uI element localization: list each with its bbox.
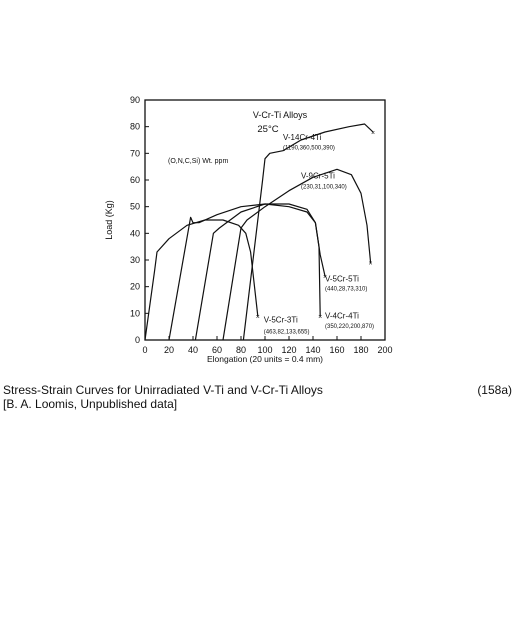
y-tick-label: 0	[135, 335, 140, 345]
x-tick-label: 180	[353, 345, 368, 355]
y-tick-label: 20	[130, 282, 140, 292]
x-tick-label: 160	[329, 345, 344, 355]
series-composition-v-9cr-5ti: (230,31,100,340)	[301, 185, 347, 191]
y-tick-label: 40	[130, 228, 140, 238]
x-axis-label: Elongation (20 units = 0.4 mm)	[207, 354, 323, 364]
stress-strain-chart: 0 20 40 60 80 100 120 140 160 180 200 0 10 20 30 40 50 60…	[104, 95, 393, 364]
curve-v-14cr-4ti	[242, 123, 374, 341]
series-composition-v-5cr-3ti: (463,82,133,655)	[264, 329, 310, 335]
y-tick-label: 60	[130, 175, 140, 185]
x-tick-label: 80	[236, 345, 246, 355]
series-composition-v-4cr-4ti: (350,220,200,870)	[325, 324, 374, 330]
x-tick-label: 40	[188, 345, 198, 355]
figure-source: [B. A. Loomis, Unpublished data]	[3, 397, 178, 411]
series-label-v-5cr-3ti: V-5Cr-3Ti	[264, 316, 298, 325]
series-label-v-9cr-5ti: V-9Cr-5Ti	[301, 172, 335, 181]
x-tick-label: 140	[305, 345, 320, 355]
y-tick-label: 10	[130, 308, 140, 318]
x-tick-label: 100	[257, 345, 272, 355]
x-tick-label: 60	[212, 345, 222, 355]
x-tick-label: 120	[281, 345, 296, 355]
chart-subtitle: 25°C	[257, 124, 278, 135]
series-composition-v-5cr-5ti: (440,28,73,310)	[325, 287, 367, 293]
curve-v-9cr-5ti	[222, 168, 372, 341]
composition-note: (O,N,C,Si) Wt. ppm	[168, 158, 228, 165]
y-tick-label: 80	[130, 122, 140, 132]
y-tick-label: 30	[130, 255, 140, 265]
y-tick-label: 90	[130, 95, 140, 105]
fracture-marker-v-5cr-5ti: ×	[323, 274, 327, 281]
fracture-marker-v-4cr-4ti: ×	[318, 314, 322, 321]
fracture-marker-v-5cr-3ti: ×	[256, 314, 260, 321]
plot-frame	[144, 99, 386, 341]
series-label-v-5cr-5ti: V-5Cr-5Ti	[325, 274, 359, 283]
series-label-v-14cr-4ti: V-14Cr-4Ti	[283, 133, 322, 142]
series-label-v-4cr-4ti: V-4Cr-4Ti	[325, 312, 359, 321]
fracture-marker-v-9cr-5ti: ×	[369, 261, 373, 268]
x-tick-label: 200	[377, 345, 392, 355]
curve-v-5cr-3ti	[144, 219, 259, 341]
figure-number: (158a)	[477, 383, 512, 397]
y-axis-label: Load (Kg)	[104, 200, 114, 240]
chart-svg: 0 20 40 60 80 100 120 140 160 180 200 0 10 20 30 40 50 60…	[104, 95, 393, 364]
series-composition-v-14cr-4ti: (1190,360,500,390)	[283, 145, 335, 151]
x-tick-label: 20	[164, 345, 174, 355]
y-tick-label: 70	[130, 148, 140, 158]
y-tick-label: 50	[130, 202, 140, 212]
figure-caption: Stress-Strain Curves for Unirradiated V-…	[3, 383, 323, 397]
x-tick-label: 0	[142, 345, 147, 355]
fracture-marker-v-14cr-4ti: ×	[371, 130, 375, 137]
curve-v-5cr-5ti	[194, 203, 326, 341]
chart-title: V-Cr-Ti Alloys	[253, 110, 308, 120]
